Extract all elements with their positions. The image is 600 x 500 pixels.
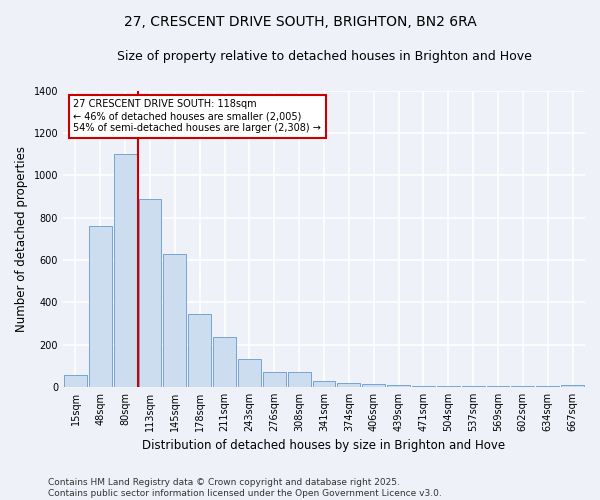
Bar [313,380,335,387]
Y-axis label: Number of detached properties: Number of detached properties [15,146,28,332]
Bar [387,385,410,387]
Bar [511,386,534,387]
Bar [114,154,137,387]
Bar [188,314,211,387]
Text: 27 CRESCENT DRIVE SOUTH: 118sqm
← 46% of detached houses are smaller (2,005)
54%: 27 CRESCENT DRIVE SOUTH: 118sqm ← 46% of… [73,100,322,132]
Bar [139,198,161,387]
Bar [561,385,584,387]
X-axis label: Distribution of detached houses by size in Brighton and Hove: Distribution of detached houses by size … [142,440,506,452]
Bar [288,372,311,387]
Text: 27, CRESCENT DRIVE SOUTH, BRIGHTON, BN2 6RA: 27, CRESCENT DRIVE SOUTH, BRIGHTON, BN2 … [124,15,476,29]
Bar [213,337,236,387]
Bar [238,360,261,387]
Bar [536,386,559,387]
Bar [462,386,485,387]
Text: Contains HM Land Registry data © Crown copyright and database right 2025.
Contai: Contains HM Land Registry data © Crown c… [48,478,442,498]
Bar [437,386,460,387]
Bar [89,226,112,387]
Bar [337,382,361,387]
Bar [412,386,435,387]
Bar [163,254,187,387]
Bar [64,376,87,387]
Bar [487,386,509,387]
Title: Size of property relative to detached houses in Brighton and Hove: Size of property relative to detached ho… [116,50,532,63]
Bar [263,372,286,387]
Bar [362,384,385,387]
